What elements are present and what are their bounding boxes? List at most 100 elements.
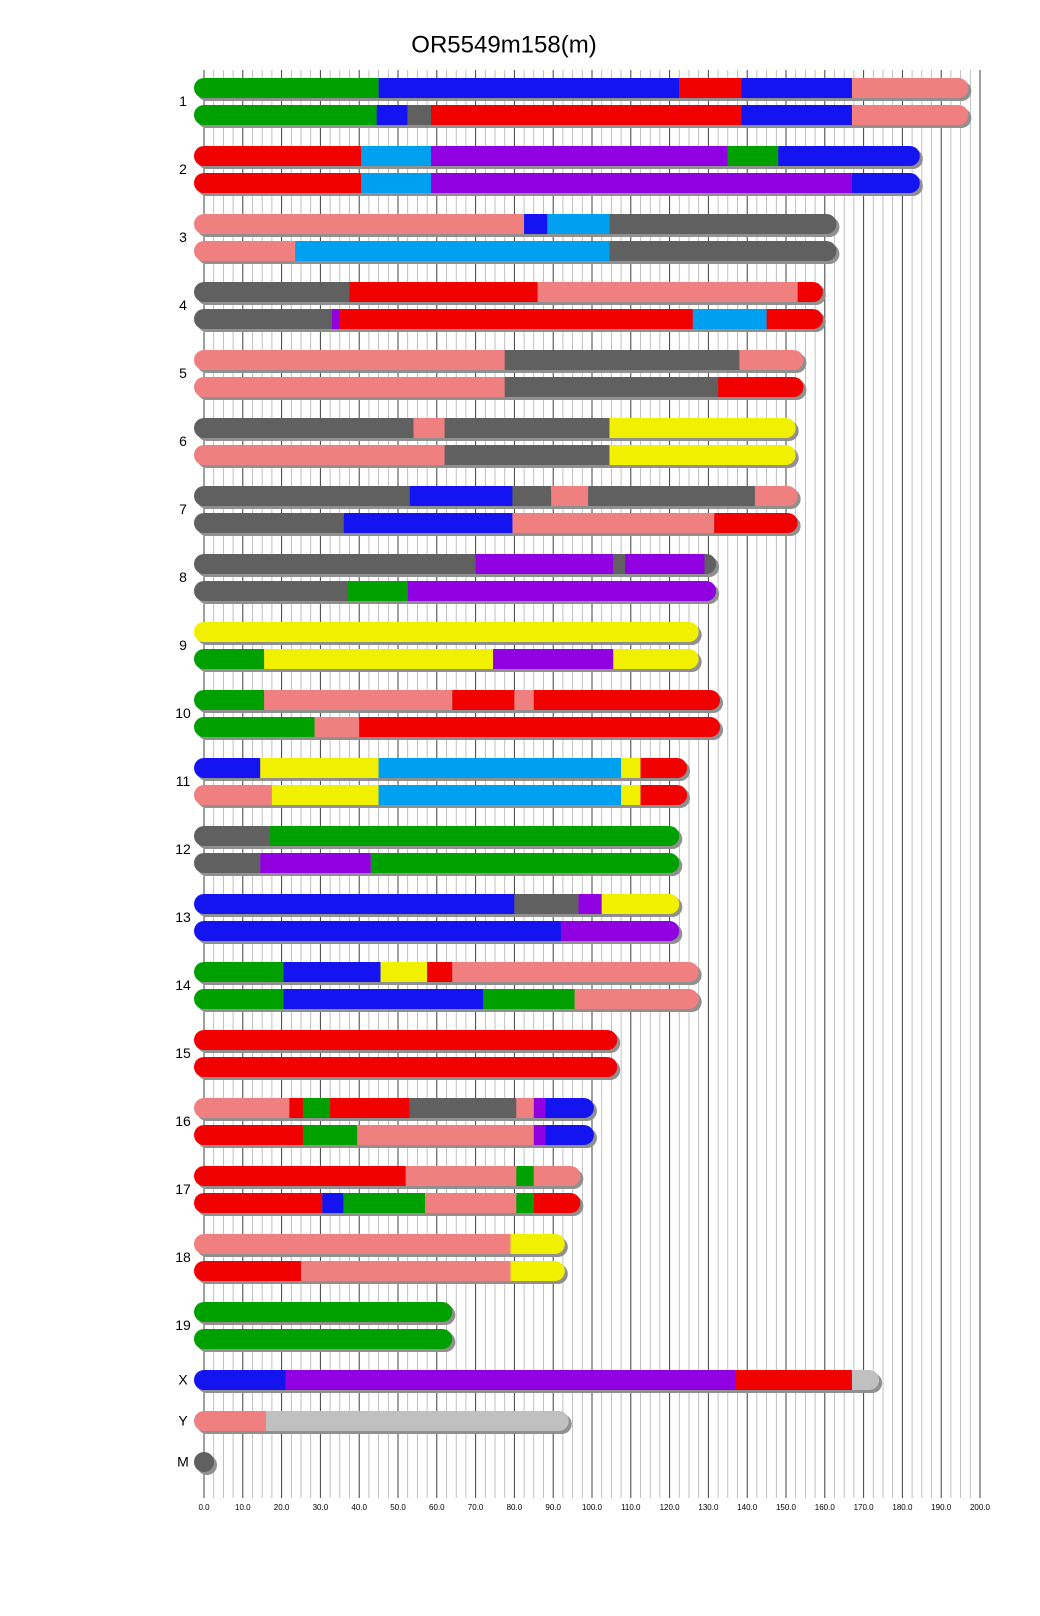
chromosome-label: M	[177, 1454, 189, 1470]
segment	[314, 717, 360, 737]
segment	[301, 1261, 511, 1281]
track	[194, 921, 680, 941]
segment	[194, 1098, 290, 1118]
segment	[194, 1193, 323, 1213]
chromosome-label: 17	[175, 1181, 191, 1197]
segment	[504, 350, 740, 370]
track	[194, 1125, 594, 1145]
segment	[194, 214, 525, 234]
x-tick-label: 110.0	[621, 1503, 641, 1512]
chromosome-label: 19	[175, 1317, 191, 1333]
segment	[194, 309, 333, 329]
track	[194, 1030, 618, 1050]
segment	[194, 1329, 453, 1349]
segment	[766, 309, 823, 329]
chromosome-label: 5	[179, 365, 187, 381]
chromosome-label: 8	[179, 569, 187, 585]
track	[194, 1452, 214, 1472]
segment	[269, 826, 680, 846]
track	[194, 486, 798, 506]
track	[194, 1193, 581, 1213]
segment	[361, 146, 431, 166]
chromosome-label: 2	[179, 161, 187, 177]
segment	[194, 1411, 267, 1431]
segment	[714, 513, 798, 533]
x-tick-label: 40.0	[351, 1503, 367, 1512]
track	[194, 214, 837, 234]
track	[194, 1057, 618, 1077]
x-tick-label: 0.0	[198, 1503, 210, 1512]
segment	[516, 1193, 534, 1213]
segment	[512, 513, 715, 533]
segment	[194, 1234, 511, 1254]
segment	[285, 1370, 736, 1390]
chromosome-label: 16	[175, 1113, 191, 1129]
x-tick-label: 190.0	[931, 1503, 952, 1512]
segment	[533, 1166, 581, 1186]
segment	[613, 554, 625, 574]
x-tick-label: 130.0	[698, 1503, 719, 1512]
segment	[851, 1370, 880, 1390]
segment	[407, 581, 717, 601]
x-tick-label: 150.0	[776, 1503, 797, 1512]
track	[194, 649, 699, 669]
segment	[349, 282, 538, 302]
chromosome-label: 10	[175, 705, 191, 721]
segment	[533, 690, 721, 710]
x-tick-label: 120.0	[660, 1503, 681, 1512]
segment	[194, 513, 344, 533]
segment	[621, 785, 641, 805]
chromosome-label: 12	[175, 841, 191, 857]
segment	[194, 758, 261, 778]
segment	[194, 1125, 303, 1145]
segment	[194, 1166, 406, 1186]
chart-title: OR5549m158(m)	[411, 31, 596, 58]
x-tick-label: 180.0	[892, 1503, 913, 1512]
segment	[330, 1098, 410, 1118]
segment	[739, 350, 804, 370]
track	[194, 513, 798, 533]
grid: 0.0 10.0 20.0 30.0 40.0 50.0 60.0 70.0 80.0 90.0 1…	[198, 70, 991, 1512]
track	[194, 1329, 453, 1349]
segment	[370, 853, 680, 873]
track	[194, 1411, 569, 1431]
segment	[194, 1030, 618, 1050]
track	[194, 1234, 565, 1254]
segment	[194, 1057, 618, 1077]
segment	[778, 146, 920, 166]
segment	[851, 105, 969, 125]
segment	[339, 309, 693, 329]
segment	[357, 1125, 534, 1145]
chromosome-label: 14	[175, 977, 191, 993]
segment	[378, 785, 622, 805]
segment	[514, 690, 534, 710]
segment	[260, 758, 379, 778]
track	[194, 962, 699, 982]
x-tick-label: 60.0	[429, 1503, 445, 1512]
track	[194, 989, 699, 1009]
segment	[754, 486, 798, 506]
segment	[283, 989, 484, 1009]
chromosome-label: 13	[175, 909, 191, 925]
chromosome-label: 18	[175, 1249, 191, 1265]
chromosome-label: 1	[179, 93, 187, 109]
segment	[444, 445, 610, 465]
segment	[194, 1452, 214, 1472]
segment	[266, 1411, 569, 1431]
track	[194, 717, 721, 737]
segment	[574, 989, 699, 1009]
x-tick-label: 10.0	[235, 1503, 251, 1512]
segment	[551, 486, 589, 506]
segment	[289, 1098, 303, 1118]
segment	[727, 146, 779, 166]
segment	[524, 214, 548, 234]
segment	[405, 1166, 517, 1186]
segment	[378, 78, 680, 98]
x-tick-label: 70.0	[468, 1503, 484, 1512]
segment	[704, 554, 717, 574]
track	[194, 826, 680, 846]
x-tick-label: 170.0	[854, 1503, 875, 1512]
segment	[378, 758, 622, 778]
track	[194, 418, 796, 438]
segment	[194, 146, 362, 166]
